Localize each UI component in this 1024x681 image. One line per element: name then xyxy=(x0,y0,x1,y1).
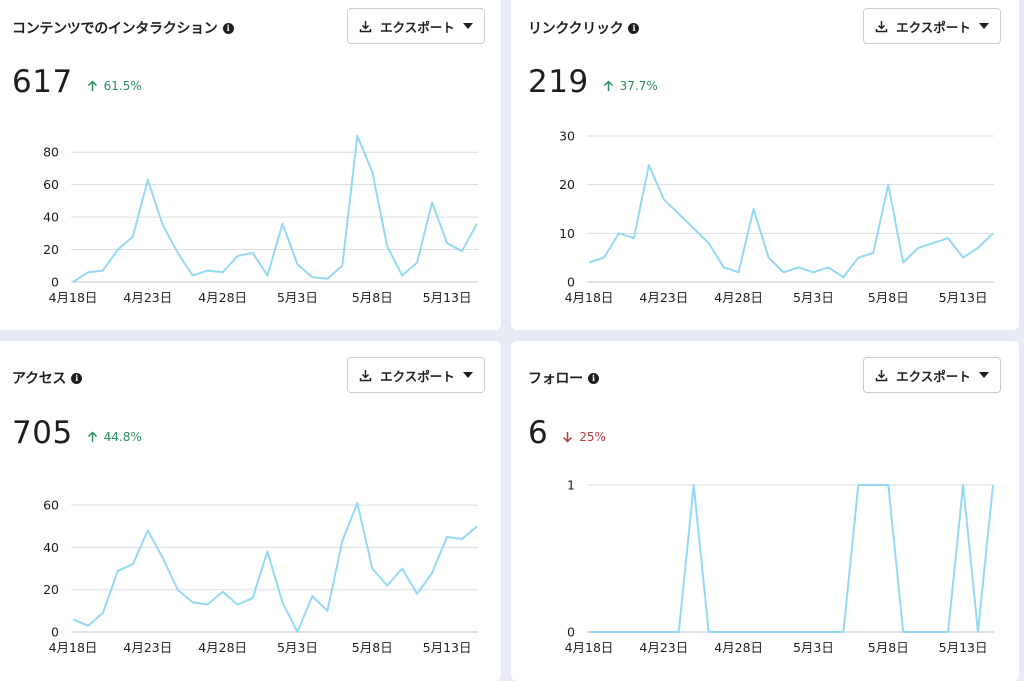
metric: 219 37.7% xyxy=(528,64,658,100)
export-button[interactable]: エクスポート xyxy=(863,8,1001,44)
card-link-clicks: リンククリック i エクスポート 219 37.7% 0 10 20 30 4月18日 4… xyxy=(511,0,1019,330)
x-tick-label: 4月28日 xyxy=(714,640,763,655)
arrow-up-icon xyxy=(87,80,97,91)
card-title-text: アクセス xyxy=(12,371,67,387)
info-icon[interactable]: i xyxy=(587,372,599,384)
download-icon xyxy=(359,369,372,381)
caret-down-icon xyxy=(978,372,989,378)
x-tick-label: 4月28日 xyxy=(198,290,247,305)
x-tick-label: 5月8日 xyxy=(868,640,909,655)
metric-value: 6 xyxy=(528,415,549,451)
metric-change: 25% xyxy=(562,430,606,444)
series-line xyxy=(589,484,994,633)
line-chart: 0 20 40 60 80 4月18日 4月23日 4月28日 5月3日 5月8日 5月13日 xyxy=(43,135,478,305)
info-icon[interactable]: i xyxy=(71,372,83,384)
x-tick-label: 5月13日 xyxy=(423,640,472,655)
series-line xyxy=(588,164,994,279)
x-tick-label: 5月3日 xyxy=(793,290,834,305)
arrow-down-icon xyxy=(563,432,573,443)
series-line xyxy=(72,135,478,283)
export-label: エクスポート xyxy=(380,368,455,384)
card-follows: フォロー i エクスポート 6 25% 0 1 4月18日 4月23日 4月28日 5月3… xyxy=(511,341,1019,681)
card-title: アクセス i xyxy=(12,368,83,388)
y-tick-label: 30 xyxy=(559,129,575,144)
y-tick-label: 20 xyxy=(559,177,575,192)
x-tick-label: 5月8日 xyxy=(352,640,393,655)
x-tick-label: 4月18日 xyxy=(565,290,614,305)
y-tick-label: 0 xyxy=(51,275,59,290)
export-button[interactable]: エクスポート xyxy=(347,357,485,393)
line-chart: 0 20 40 60 4月18日 4月23日 4月28日 5月3日 5月8日 5月13日 xyxy=(43,498,478,655)
y-tick-label: 20 xyxy=(43,242,59,257)
y-tick-label: 0 xyxy=(567,275,575,290)
y-tick-label: 1 xyxy=(567,478,575,493)
metric-change-value: 37.7% xyxy=(619,79,658,93)
x-tick-label: 4月23日 xyxy=(639,290,688,305)
metric: 617 61.5% xyxy=(12,64,142,100)
x-tick-label: 4月28日 xyxy=(198,640,247,655)
caret-down-icon xyxy=(978,23,989,29)
y-tick-label: 0 xyxy=(51,625,59,640)
series-line xyxy=(72,502,478,633)
metric-change: 44.8% xyxy=(87,430,142,444)
card-title-text: フォロー xyxy=(528,371,583,387)
arrow-up-icon xyxy=(603,80,613,91)
export-button[interactable]: エクスポート xyxy=(863,357,1001,393)
metric-change-value: 25% xyxy=(579,430,606,444)
download-icon xyxy=(875,369,888,381)
x-tick-label: 4月18日 xyxy=(565,640,614,655)
card-access: アクセス i エクスポート 705 44.8% 0 20 40 60 4月18日 4月23… xyxy=(0,341,501,681)
x-tick-label: 4月23日 xyxy=(123,290,172,305)
y-tick-label: 10 xyxy=(559,226,575,241)
metric-change: 37.7% xyxy=(603,79,658,93)
metric: 6 25% xyxy=(528,415,606,451)
caret-down-icon xyxy=(462,23,473,29)
x-tick-label: 5月3日 xyxy=(793,640,834,655)
x-tick-label: 5月13日 xyxy=(939,290,988,305)
y-tick-label: 60 xyxy=(43,498,59,513)
caret-down-icon xyxy=(462,372,473,378)
x-tick-label: 5月13日 xyxy=(939,640,988,655)
card-content-interactions: コンテンツでのインタラクション i エクスポート 617 61.5% 0 20 40… xyxy=(0,0,501,330)
metric-change: 61.5% xyxy=(87,79,142,93)
x-tick-label: 4月23日 xyxy=(123,640,172,655)
card-title: リンククリック i xyxy=(528,18,640,38)
metric-change-value: 44.8% xyxy=(103,430,142,444)
y-tick-label: 20 xyxy=(43,582,59,597)
x-tick-label: 4月28日 xyxy=(714,290,763,305)
x-tick-label: 4月23日 xyxy=(639,640,688,655)
y-tick-label: 60 xyxy=(43,177,59,192)
y-tick-label: 0 xyxy=(567,625,575,640)
export-button[interactable]: エクスポート xyxy=(347,8,485,44)
metric-value: 617 xyxy=(12,64,73,100)
x-tick-label: 4月18日 xyxy=(49,290,98,305)
x-tick-label: 5月8日 xyxy=(868,290,909,305)
x-tick-label: 4月18日 xyxy=(49,640,98,655)
line-chart: 0 1 4月18日 4月23日 4月28日 5月3日 5月8日 5月13日 xyxy=(565,478,994,655)
y-tick-label: 80 xyxy=(43,145,59,160)
metric-value: 219 xyxy=(528,64,589,100)
x-tick-label: 5月8日 xyxy=(352,290,393,305)
metric: 705 44.8% xyxy=(12,415,142,451)
download-icon xyxy=(359,20,372,32)
card-title: コンテンツでのインタラクション i xyxy=(12,18,234,38)
info-icon[interactable]: i xyxy=(628,22,640,34)
y-tick-label: 40 xyxy=(43,210,59,225)
arrow-up-icon xyxy=(87,431,97,442)
card-title: フォロー i xyxy=(528,368,599,388)
card-title-text: コンテンツでのインタラクション xyxy=(12,21,218,37)
card-title-text: リンククリック xyxy=(528,21,624,37)
export-label: エクスポート xyxy=(896,368,971,384)
line-chart: 0 10 20 30 4月18日 4月23日 4月28日 5月3日 5月8日 5月13日 xyxy=(559,129,994,305)
export-label: エクスポート xyxy=(380,19,455,35)
x-tick-label: 5月3日 xyxy=(277,640,318,655)
metric-value: 705 xyxy=(12,415,73,451)
info-icon[interactable]: i xyxy=(222,22,234,34)
metric-change-value: 61.5% xyxy=(103,79,142,93)
x-tick-label: 5月13日 xyxy=(423,290,472,305)
y-tick-label: 40 xyxy=(43,540,59,555)
x-tick-label: 5月3日 xyxy=(277,290,318,305)
export-label: エクスポート xyxy=(896,19,971,35)
download-icon xyxy=(875,20,888,32)
